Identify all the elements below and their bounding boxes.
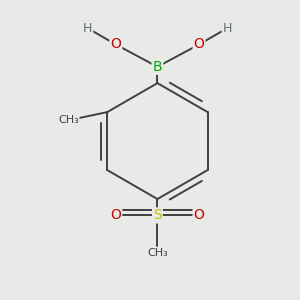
Text: O: O: [110, 38, 121, 52]
Text: O: O: [110, 208, 121, 222]
Text: S: S: [153, 208, 162, 222]
Text: CH₃: CH₃: [58, 115, 79, 125]
Text: H: H: [83, 22, 92, 34]
Text: O: O: [194, 208, 205, 222]
Text: O: O: [194, 38, 205, 52]
Text: B: B: [153, 60, 162, 74]
Text: H: H: [223, 22, 232, 34]
Text: CH₃: CH₃: [147, 248, 168, 257]
